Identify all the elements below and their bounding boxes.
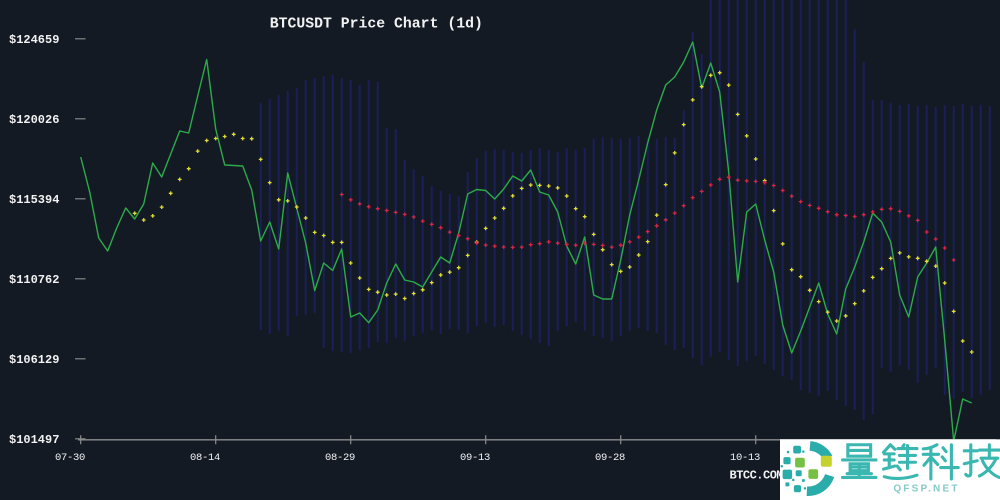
svg-text:09-28: 09-28	[595, 452, 625, 464]
svg-text:$124659: $124659	[9, 33, 59, 47]
svg-text:08-14: 08-14	[190, 452, 220, 464]
svg-text:BTCUSDT Price Chart (1d): BTCUSDT Price Chart (1d)	[270, 17, 483, 33]
svg-text:09-13: 09-13	[460, 452, 490, 464]
svg-text:BTCC.COM: BTCC.COM	[730, 469, 784, 483]
svg-text:$101497: $101497	[9, 433, 59, 447]
svg-text:$115394: $115394	[9, 193, 59, 207]
svg-text:QFSP.NET: QFSP.NET	[893, 484, 959, 495]
svg-text:10-13: 10-13	[730, 452, 760, 464]
svg-text:08-29: 08-29	[325, 452, 355, 464]
svg-text:$110762: $110762	[9, 273, 59, 287]
svg-text:$120026: $120026	[9, 113, 59, 127]
svg-text:$106129: $106129	[9, 353, 59, 367]
svg-text:07-30: 07-30	[55, 452, 85, 464]
